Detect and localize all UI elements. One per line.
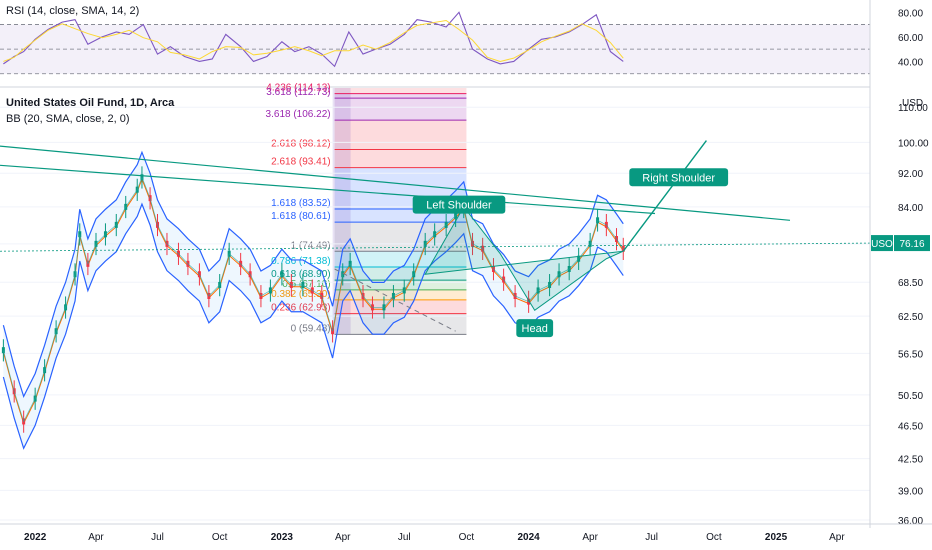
rsi-tick-label: 40.00: [898, 57, 923, 68]
trendline-upper: [0, 145, 791, 221]
time-tick-label: 2025: [765, 532, 788, 543]
annotation-badge: [516, 319, 554, 338]
fib-zone-top: [334, 88, 467, 94]
fib-zone: [334, 289, 467, 300]
time-tick-label: Jul: [645, 532, 658, 543]
time-tick-label: Oct: [459, 532, 475, 543]
time-tick-label: Apr: [829, 532, 845, 543]
bollinger-upper: [2, 150, 624, 399]
rsi-line: [3, 11, 624, 68]
price-axis: [870, 0, 932, 550]
time-tick-label: Jul: [398, 532, 411, 543]
time-tick-label: 2022: [24, 532, 47, 543]
fib-level-label: 0.786 (71.38): [271, 256, 331, 267]
fib-zone: [334, 98, 467, 121]
symbol-tag: [871, 235, 893, 252]
fib-zone: [334, 149, 467, 168]
fib-level-label: 2.618 (98.12): [271, 138, 331, 149]
rsi-sma-line: [3, 19, 624, 62]
bollinger-basis: [2, 177, 624, 425]
fib-level-label: 3.618 (106.22): [266, 109, 331, 120]
annotation-label: Head: [522, 323, 548, 335]
fib-level-label: 0.382 (65.30): [271, 289, 331, 300]
currency-label: USD: [902, 98, 923, 109]
price-tick-label: 46.50: [898, 421, 923, 432]
fib-level-label: 0.5 (67.10): [282, 279, 330, 290]
annotation-label: Right Shoulder: [642, 172, 715, 184]
price-tick-label: 56.50: [898, 349, 923, 360]
time-tick-label: Apr: [582, 532, 598, 543]
price-tick-label: 84.00: [898, 203, 923, 214]
fib-level-label: 4.236 (114.13): [266, 83, 330, 94]
rsi-legend: RSI (14, close, SMA, 14, 2): [6, 5, 140, 17]
price-tick-label: 39.00: [898, 486, 923, 497]
fib-level-label: 1.618 (80.61): [271, 211, 331, 222]
fib-level-label: 0.618 (68.90): [271, 269, 331, 280]
projection-dashed: [334, 268, 456, 332]
price-tick-label: 36.00: [898, 516, 923, 527]
annotation-label: Left Shoulder: [426, 200, 492, 212]
fib-zone: [334, 222, 467, 252]
annotation-badge: [629, 168, 729, 187]
price-tick-label: 50.50: [898, 391, 923, 402]
trendline-neckline: [0, 164, 656, 215]
price-tick-label: 92.00: [898, 169, 923, 180]
symbol-legend: United States Oil Fund, 1D, Arca: [6, 97, 175, 109]
fib-level-label: 2.618 (93.41): [271, 157, 331, 168]
annotation-badge: [412, 195, 506, 214]
bb-legend: BB (20, SMA, close, 2, 0): [6, 113, 130, 125]
rsi-tick-label: 60.00: [898, 33, 923, 44]
fib-level-label: 0.236 (62.93): [271, 303, 331, 314]
fib-zone: [334, 93, 467, 99]
time-tick-label: 2024: [517, 532, 540, 543]
price-tick-label: 110.00: [898, 103, 928, 114]
fib-level-label: 3.618 (112.73): [266, 87, 330, 98]
time-tick-label: Jul: [151, 532, 164, 543]
fib-zone: [334, 120, 467, 150]
last-price-tag: [894, 235, 930, 252]
time-tick-label: Oct: [706, 532, 722, 543]
time-tick-label: Oct: [212, 532, 228, 543]
time-tick-label: Apr: [88, 532, 104, 543]
last-price-label: 76.16: [899, 239, 924, 250]
fib-level-label: 1.618 (83.52): [271, 198, 331, 209]
fib-level-label: 0 (59.48): [291, 323, 331, 334]
price-tick-label: 68.50: [898, 278, 923, 289]
price-series-line: [2, 176, 624, 423]
time-tick-label: Apr: [335, 532, 351, 543]
symbol-tag-label: USO: [871, 239, 893, 250]
fib-level-label: 1 (74.49): [291, 240, 331, 251]
last-price-line: [0, 242, 871, 252]
projection-line: [622, 140, 707, 252]
rsi-tick-label: 80.00: [898, 8, 923, 19]
time-tick-label: 2023: [271, 532, 294, 543]
price-tick-label: 62.50: [898, 312, 923, 323]
fib-zone: [334, 280, 467, 290]
price-tick-label: 100.00: [898, 138, 929, 149]
price-tick-label: 42.50: [898, 455, 923, 466]
